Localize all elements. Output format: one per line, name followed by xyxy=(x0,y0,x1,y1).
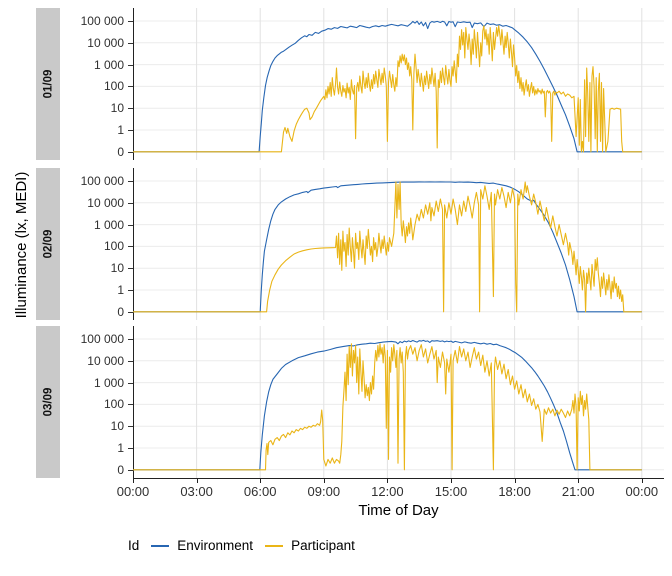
x-tick-label: 15:00 xyxy=(434,484,468,499)
x-tick-label: 09:00 xyxy=(307,484,341,499)
legend-label-participant: Participant xyxy=(291,538,355,553)
y-tick-mark xyxy=(128,382,133,384)
y-tick-mark xyxy=(128,181,133,182)
x-tick-mark xyxy=(451,479,452,483)
x-tick-label: 00:00 xyxy=(625,484,659,499)
participant-line xyxy=(133,343,642,471)
y-tick-label: 10 xyxy=(110,261,124,276)
y-tick-mark xyxy=(128,290,133,291)
x-tick-label: 03:00 xyxy=(180,484,213,499)
y-tick-mark xyxy=(128,469,133,471)
legend-item-participant: Participant xyxy=(265,538,355,553)
y-tick-mark xyxy=(128,268,133,270)
y-tick-label: 10 000 xyxy=(87,195,124,210)
y-tick-label: 10 xyxy=(110,101,124,116)
y-tick-mark xyxy=(128,42,133,44)
y-tick-mark xyxy=(128,404,133,406)
legend-label-environment: Environment xyxy=(177,538,254,553)
y-axis-title: Illuminance (lx, MEDI) xyxy=(13,171,30,319)
y-tick-label: 100 xyxy=(103,239,124,254)
facet-strip-01-09: 01/09 xyxy=(36,8,60,160)
y-tick-label: 1 000 xyxy=(93,217,124,232)
participant-line-key-icon xyxy=(265,544,284,547)
y-tick-label: 1 xyxy=(117,283,124,297)
y-tick-mark xyxy=(128,64,133,66)
environment-line xyxy=(133,181,642,313)
facet-strip-label: 03/09 xyxy=(42,387,54,417)
x-tick-mark xyxy=(578,479,580,483)
x-tick-mark xyxy=(514,479,516,483)
y-tick-label: 1 000 xyxy=(93,375,124,390)
y-tick-label: 10 000 xyxy=(87,35,124,50)
y-tick-label: 100 000 xyxy=(80,174,124,188)
y-tick-label: 100 000 xyxy=(80,14,124,28)
x-axis-line xyxy=(133,478,664,479)
y-tick-label: 1 xyxy=(117,123,124,137)
facet-panel-01-09 xyxy=(133,8,664,160)
y-tick-label: 0 xyxy=(117,462,124,477)
x-tick-label: 18:00 xyxy=(498,484,531,499)
x-tick-label: 12:00 xyxy=(371,484,404,499)
environment-line xyxy=(133,20,642,153)
facet-panel-03-09 xyxy=(133,326,664,478)
facet-strip-label: 01/09 xyxy=(42,69,54,99)
y-tick-mark xyxy=(128,108,133,110)
x-tick-mark xyxy=(323,479,325,483)
facet-panel-02-09 xyxy=(133,168,664,320)
y-tick-mark xyxy=(128,86,133,88)
x-tick-mark xyxy=(133,479,134,483)
y-tick-mark xyxy=(128,224,133,226)
x-tick-label: 06:00 xyxy=(243,484,277,499)
legend-item-environment: Environment xyxy=(151,538,253,553)
y-tick-mark xyxy=(128,21,133,22)
y-tick-label: 10 000 xyxy=(87,353,124,368)
y-tick-mark xyxy=(128,360,133,362)
x-tick-mark xyxy=(641,479,643,483)
facet-strip-label: 02/09 xyxy=(42,229,54,259)
legend-title: Id xyxy=(128,538,140,553)
y-tick-mark xyxy=(128,448,133,449)
x-tick-label: 00:00 xyxy=(116,484,150,499)
y-tick-label: 10 xyxy=(110,419,124,434)
legend: Id Environment Participant xyxy=(128,538,355,553)
y-tick-label: 100 xyxy=(103,79,124,94)
participant-line xyxy=(133,181,642,313)
y-tick-label: 0 xyxy=(117,144,124,159)
y-tick-label: 1 xyxy=(117,441,124,455)
x-tick-label: 21:00 xyxy=(561,484,595,499)
y-tick-mark xyxy=(128,311,133,313)
x-axis-title: Time of Day xyxy=(358,502,439,519)
environment-line xyxy=(133,339,642,471)
y-tick-mark xyxy=(128,246,133,248)
y-tick-mark xyxy=(128,426,133,428)
y-tick-mark xyxy=(128,339,133,340)
y-tick-mark xyxy=(128,151,133,153)
y-tick-label: 1 000 xyxy=(93,57,124,72)
x-tick-mark xyxy=(260,479,262,483)
participant-line xyxy=(133,25,642,153)
facet-strip-03-09: 03/09 xyxy=(36,326,60,478)
y-tick-mark xyxy=(128,202,133,204)
x-tick-mark xyxy=(387,479,389,483)
y-tick-mark xyxy=(128,130,133,131)
y-tick-label: 0 xyxy=(117,304,124,319)
x-tick-mark xyxy=(196,479,198,483)
facet-strip-02-09: 02/09 xyxy=(36,168,60,320)
y-tick-label: 100 xyxy=(103,397,124,412)
y-tick-label: 100 000 xyxy=(80,332,124,346)
environment-line-key-icon xyxy=(151,544,170,547)
